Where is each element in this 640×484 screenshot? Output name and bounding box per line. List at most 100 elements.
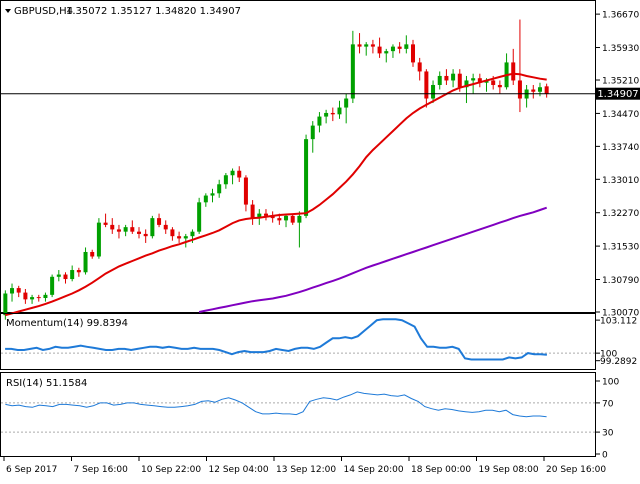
candle-body [390, 46, 395, 52]
price-tick-label: 1.30070 [602, 309, 639, 319]
momentum-line [5, 318, 547, 361]
candle-body [123, 227, 128, 232]
candle-body [103, 222, 108, 225]
candle-body [3, 293, 8, 316]
candle-body [243, 177, 248, 205]
rsi-tick-label: 0 [602, 451, 608, 461]
price-tick-label: 1.33740 [602, 143, 639, 153]
candlestick-series [3, 19, 549, 320]
candle-body [130, 227, 135, 232]
candle-body [384, 51, 389, 54]
current-price-label: 1.34907 [596, 87, 640, 100]
rsi-tick-label: 30 [602, 429, 614, 439]
price-panel-border [0, 0, 596, 313]
time-axis: 6 Sep 2017 7 Sep 16:00 10 Sep 22:00 12 Sep … [3, 457, 606, 475]
candle-body [36, 297, 41, 299]
candle-body [377, 46, 382, 54]
rsi-panel-border [0, 372, 596, 457]
candle-body [404, 44, 409, 49]
candle-body [96, 222, 101, 257]
candle-body [190, 231, 195, 237]
candle-body [83, 251, 88, 273]
candle-body [230, 170, 235, 176]
candle-body [223, 175, 228, 185]
candle-body [484, 80, 489, 83]
candle-body [370, 44, 375, 47]
candle-body [364, 44, 369, 47]
time-tick-label: 14 Sep 20:00 [344, 465, 404, 475]
candle-body [197, 202, 202, 232]
price-tick-label: 1.33010 [602, 176, 639, 186]
candle-body [110, 224, 115, 230]
candle-body [290, 215, 295, 223]
candle-body [63, 274, 68, 280]
price-tick-label: 1.30790 [602, 276, 639, 286]
current-price-value: 1.34907 [597, 89, 638, 100]
rsi-title: RSI(14) 51.1584 [6, 378, 87, 389]
candle-body [477, 78, 482, 83]
candle-body [531, 89, 536, 92]
time-tick-label: 19 Sep 08:00 [479, 465, 539, 475]
candle-body [70, 270, 75, 280]
time-tick-label: 10 Sep 22:00 [141, 465, 201, 475]
momentum-tick-label: 103.112 [600, 317, 637, 327]
sma-long-line [198, 206, 548, 313]
candle-body [210, 193, 215, 196]
candle-body [10, 288, 15, 294]
momentum-panel-border [0, 313, 596, 370]
candle-body [511, 62, 516, 81]
candle-body [397, 46, 402, 49]
candle-body [237, 170, 242, 178]
candle-body [90, 251, 95, 257]
momentum-title: Momentum(14) 99.8394 [6, 318, 128, 329]
ohlc-values: 1.35072 1.35127 1.34820 1.34907 [66, 6, 241, 17]
candle-body [324, 112, 329, 117]
time-tick-label: 6 Sep 2017 [6, 465, 57, 475]
candle-body [437, 75, 442, 85]
candle-body [444, 75, 449, 81]
time-tick-label: 18 Sep 00:00 [411, 465, 471, 475]
time-tick-label: 12 Sep 04:00 [209, 465, 269, 475]
candle-body [277, 218, 282, 221]
candle-body [464, 80, 469, 88]
candle-body [491, 80, 496, 85]
candle-body [310, 125, 315, 140]
candle-body [183, 236, 188, 239]
candle-body [330, 112, 335, 115]
candle-body [250, 204, 255, 219]
chart-header: GBPUSD,H4 1.35072 1.35127 1.34820 1.3490… [5, 6, 241, 17]
candle-body [544, 86, 549, 94]
candle-body [136, 231, 142, 234]
rsi-tick-label: 70 [602, 399, 614, 409]
candle-body [257, 213, 262, 219]
candle-body [23, 292, 28, 300]
candle-body [143, 233, 148, 237]
price-tick-label: 1.32270 [602, 209, 639, 219]
candle-body [417, 62, 422, 72]
momentum-tick-label: 100 [600, 350, 617, 360]
candle-body [203, 195, 208, 203]
candle-body [263, 213, 268, 216]
candle-body [537, 87, 542, 92]
candle-body [297, 215, 302, 223]
candle-body [76, 270, 81, 273]
price-tick-label: 1.36670 [602, 11, 639, 21]
candle-body [457, 73, 462, 88]
candle-body [30, 297, 35, 300]
price-tick-label: 1.34470 [602, 110, 639, 120]
candle-body [517, 80, 522, 99]
candle-body [163, 224, 168, 230]
candle-body [284, 215, 289, 221]
candle-body [50, 276, 55, 295]
candle-body [451, 73, 456, 81]
price-tick-label: 1.35210 [602, 77, 639, 87]
candle-body [170, 229, 175, 237]
candle-body [304, 139, 309, 216]
sma-short-line [5, 72, 547, 317]
candle-body [270, 215, 275, 219]
time-tick-label: 13 Sep 12:00 [276, 465, 336, 475]
candle-body [116, 229, 121, 232]
triangle-down-icon[interactable] [5, 9, 11, 13]
